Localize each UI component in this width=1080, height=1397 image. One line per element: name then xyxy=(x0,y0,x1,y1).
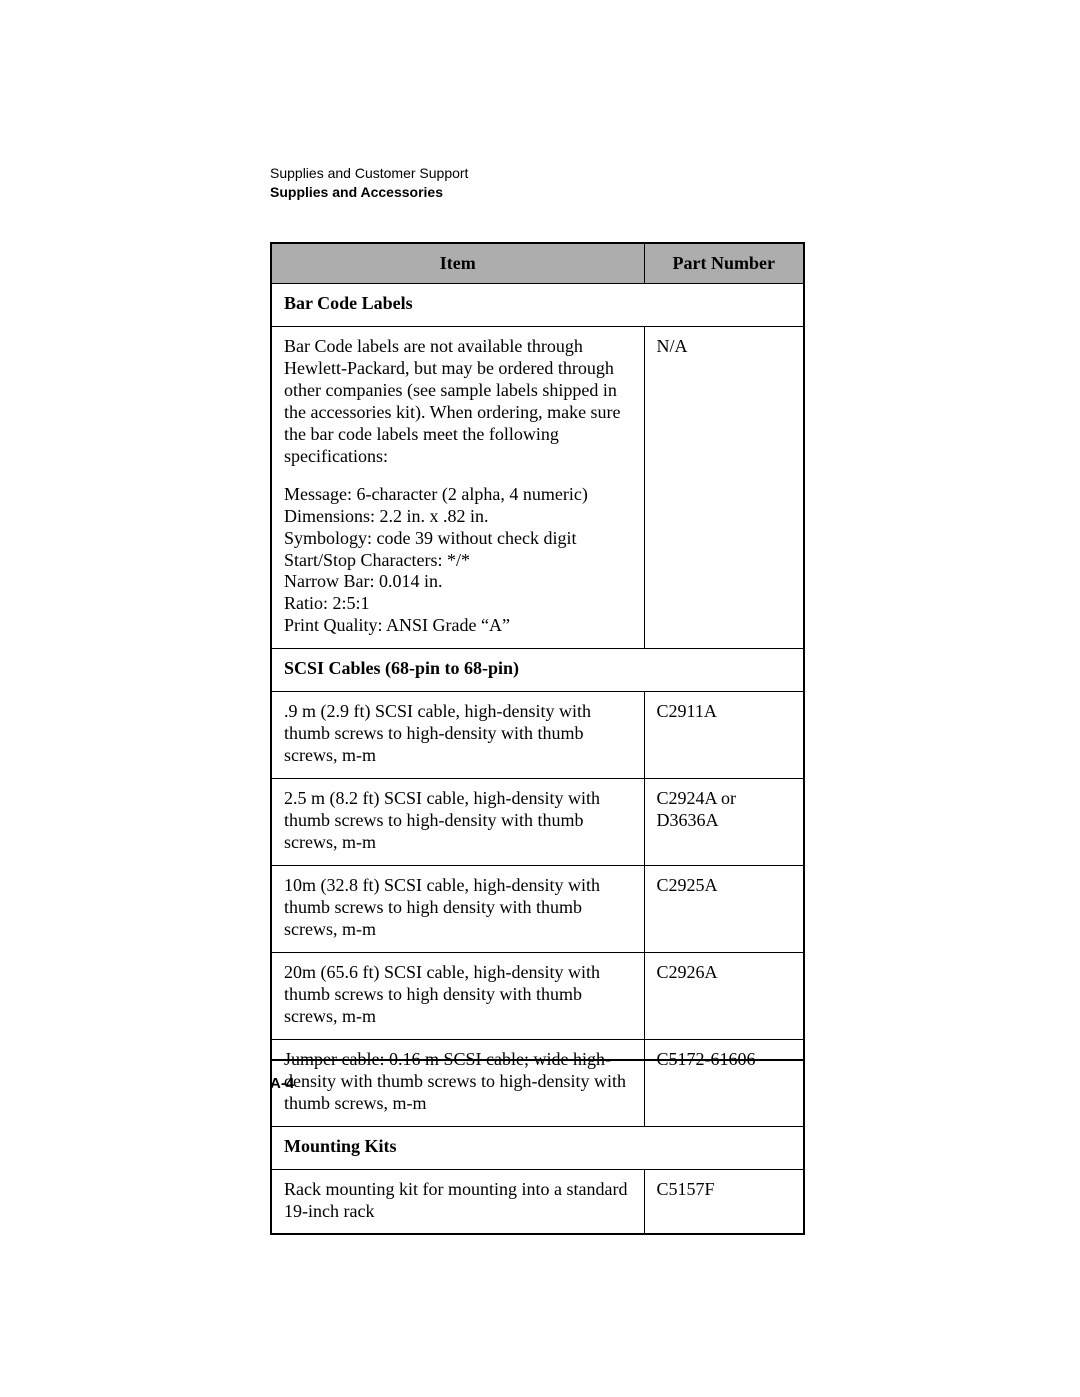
table-body: Bar Code Labels Bar Code labels are not … xyxy=(271,284,804,1235)
header-chapter: Supplies and Customer Support xyxy=(270,165,805,181)
spec-line: Message: 6-character (2 alpha, 4 numeric… xyxy=(284,484,632,506)
spec-line: Symbology: code 39 without check digit xyxy=(284,528,632,550)
cell-item: 2.5 m (8.2 ft) SCSI cable, high-density … xyxy=(271,779,644,866)
footer-rule xyxy=(270,1059,805,1061)
cell-part: C2911A xyxy=(644,692,804,779)
barcode-specs: Message: 6-character (2 alpha, 4 numeric… xyxy=(284,484,632,638)
supplies-table: Item Part Number Bar Code Labels Bar Cod… xyxy=(270,242,805,1235)
table-row: 10m (32.8 ft) SCSI cable, high-density w… xyxy=(271,866,804,953)
cell-item: 10m (32.8 ft) SCSI cable, high-density w… xyxy=(271,866,644,953)
spec-line: Print Quality: ANSI Grade “A” xyxy=(284,615,632,637)
spec-line: Ratio: 2:5:1 xyxy=(284,593,632,615)
spec-line: Narrow Bar: 0.014 in. xyxy=(284,571,632,593)
table-row: Bar Code labels are not available throug… xyxy=(271,326,804,648)
table-row: Rack mounting kit for mounting into a st… xyxy=(271,1169,804,1234)
table-row: Bar Code Labels xyxy=(271,284,804,327)
table-row: Jumper cable: 0.16 m SCSI cable; wide hi… xyxy=(271,1039,804,1126)
spec-line: Start/Stop Characters: */* xyxy=(284,550,632,572)
page-number: A-4 xyxy=(270,1075,294,1092)
section-header-mounting: Mounting Kits xyxy=(271,1126,804,1169)
barcode-intro: Bar Code labels are not available throug… xyxy=(284,336,632,468)
spec-line: Dimensions: 2.2 in. x .82 in. xyxy=(284,506,632,528)
cell-part: C2926A xyxy=(644,952,804,1039)
cell-item: Rack mounting kit for mounting into a st… xyxy=(271,1169,644,1234)
cell-part: C2925A xyxy=(644,866,804,953)
section-header-barcode: Bar Code Labels xyxy=(271,284,804,327)
cell-item: Jumper cable: 0.16 m SCSI cable; wide hi… xyxy=(271,1039,644,1126)
col-header-partnumber: Part Number xyxy=(644,243,804,284)
col-header-item: Item xyxy=(271,243,644,284)
header-section-title: Supplies and Accessories xyxy=(270,184,805,200)
table-row: Mounting Kits xyxy=(271,1126,804,1169)
table-header-row: Item Part Number xyxy=(271,243,804,284)
cell-item: 20m (65.6 ft) SCSI cable, high-density w… xyxy=(271,952,644,1039)
cell-part: C5157F xyxy=(644,1169,804,1234)
cell-part: C2924A or D3636A xyxy=(644,779,804,866)
table-row: 20m (65.6 ft) SCSI cable, high-density w… xyxy=(271,952,804,1039)
table-row: 2.5 m (8.2 ft) SCSI cable, high-density … xyxy=(271,779,804,866)
cell-part: N/A xyxy=(644,326,804,648)
cell-part: C5172-61606 xyxy=(644,1039,804,1126)
section-header-scsi: SCSI Cables (68-pin to 68-pin) xyxy=(271,649,804,692)
table-row: .9 m (2.9 ft) SCSI cable, high-density w… xyxy=(271,692,804,779)
cell-item: .9 m (2.9 ft) SCSI cable, high-density w… xyxy=(271,692,644,779)
table-row: SCSI Cables (68-pin to 68-pin) xyxy=(271,649,804,692)
cell-item: Bar Code labels are not available throug… xyxy=(271,326,644,648)
